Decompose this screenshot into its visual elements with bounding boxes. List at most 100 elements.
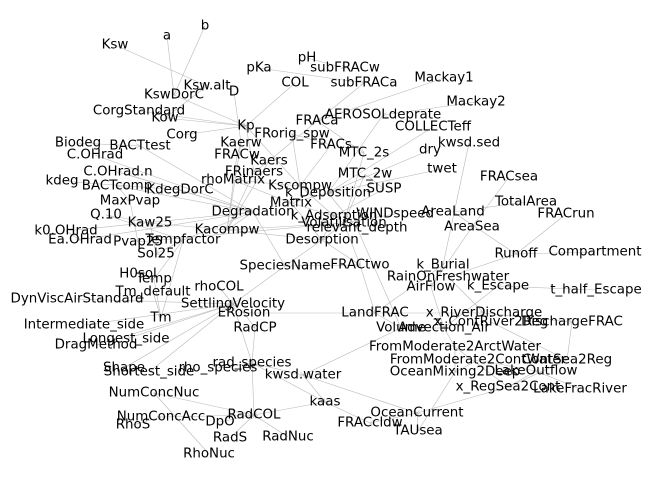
graph-edge	[232, 303, 252, 363]
graph-edge	[291, 192, 329, 203]
graph-edge	[138, 110, 246, 126]
graph-edge	[364, 173, 384, 189]
node-label: H0sol	[119, 267, 156, 282]
node-label: rho_species	[179, 361, 258, 376]
node-label: rad_species	[213, 356, 292, 371]
graph-edge	[431, 264, 444, 287]
node-label: k0.OHrad	[34, 224, 97, 239]
graph-edge	[252, 363, 255, 416]
node-label: Compartment	[548, 245, 641, 260]
node-label: C.OHrad	[67, 148, 123, 163]
graph-edge	[237, 142, 242, 155]
graph-edge	[430, 286, 444, 328]
graph-edge	[443, 142, 470, 265]
graph-edge	[417, 413, 418, 432]
graph-edge	[317, 77, 445, 121]
graph-edge	[285, 239, 323, 266]
graph-edge	[455, 359, 479, 372]
graph-edge	[61, 180, 180, 190]
graph-edge	[173, 94, 246, 126]
graph-edge	[328, 114, 384, 193]
graph-edge	[328, 149, 431, 193]
node-label: subFRACa	[331, 76, 398, 91]
node-label: Ea.OHrad	[48, 233, 112, 248]
graph-edge	[344, 173, 366, 223]
graph-edge	[153, 240, 183, 280]
node-label: BACTtest	[109, 139, 170, 154]
node-label: MaxPvap	[100, 194, 160, 209]
graph-edge	[243, 312, 255, 328]
node-label: twet	[427, 162, 457, 177]
graph-edge	[418, 371, 456, 431]
node-label: k_Deposition	[285, 186, 371, 201]
node-label: Kacompw	[195, 223, 260, 238]
graph-edge	[490, 321, 567, 360]
graph-edge	[233, 265, 286, 304]
edge-layer	[61, 25, 597, 455]
graph-edge	[325, 402, 371, 424]
graph-edge	[251, 362, 303, 375]
graph-edge	[316, 120, 364, 153]
graph-edge	[453, 201, 527, 212]
node-label: x_ContRiver2Reg	[434, 315, 549, 330]
node-label: kdeg	[46, 174, 79, 189]
node-label: KdegDorC	[146, 183, 213, 198]
node-label: AreaLand	[421, 205, 484, 220]
node-label: Temp	[135, 272, 172, 287]
node-label: Matrix	[270, 196, 312, 211]
node-label: LandFRAC	[341, 306, 408, 321]
node-label: RhoS	[116, 418, 150, 433]
graph-edge	[245, 125, 300, 186]
node-label: Intermediate_side	[24, 318, 145, 333]
node-label: Tm_default	[114, 285, 190, 300]
node-label: kwsd.water	[265, 368, 342, 383]
graph-edge	[105, 214, 183, 240]
graph-edge	[123, 304, 233, 369]
node-label: COL	[281, 76, 309, 91]
graph-edge	[374, 312, 401, 328]
graph-edge	[327, 192, 357, 228]
graph-edge	[498, 286, 597, 291]
node-label: k_Burial	[416, 258, 469, 273]
node-label: OceanCurrent	[370, 406, 463, 421]
node-label: rhoMatrix	[201, 173, 265, 188]
graph-edge	[254, 160, 270, 172]
graph-edge	[153, 278, 161, 318]
graph-edge	[359, 264, 375, 313]
node-label: FromModerate2ContWater	[390, 353, 567, 368]
graph-edge	[567, 321, 573, 360]
graph-edge	[258, 67, 364, 83]
node-label: RadNuc	[262, 430, 314, 445]
node-label: AEROSOLdeprate	[325, 108, 441, 123]
graph-edge	[232, 179, 291, 203]
graph-edge	[290, 202, 322, 240]
graph-edge	[114, 44, 207, 86]
graph-edge	[149, 222, 227, 230]
graph-edge	[328, 126, 434, 193]
node-label: Volatilisation	[301, 216, 386, 231]
graph-edge	[77, 142, 140, 146]
graph-edge	[303, 327, 402, 375]
graph-edge	[227, 142, 242, 230]
graph-edge	[322, 222, 345, 240]
node-label: k_Escape	[467, 279, 529, 294]
graph-edge	[137, 223, 344, 243]
graph-edge	[166, 35, 174, 95]
graph-edge	[232, 303, 244, 313]
node-label: BACTcomp	[82, 179, 152, 194]
graph-edge	[356, 227, 401, 328]
graph-edge	[472, 176, 510, 227]
graph-edge	[246, 82, 296, 126]
graph-edge	[328, 168, 443, 193]
node-label: RadCOL	[227, 408, 281, 423]
node-label: x_RegSea2Cont	[456, 380, 561, 395]
graph-edge	[164, 117, 246, 126]
graph-edge	[227, 211, 254, 230]
node-label: CorgStandard	[93, 104, 185, 119]
node-label: Sol25	[137, 247, 174, 262]
graph-edge	[153, 392, 254, 415]
node-label: Tempfactor	[145, 233, 221, 248]
graph-edge	[160, 240, 183, 319]
graph-edge	[154, 393, 210, 455]
